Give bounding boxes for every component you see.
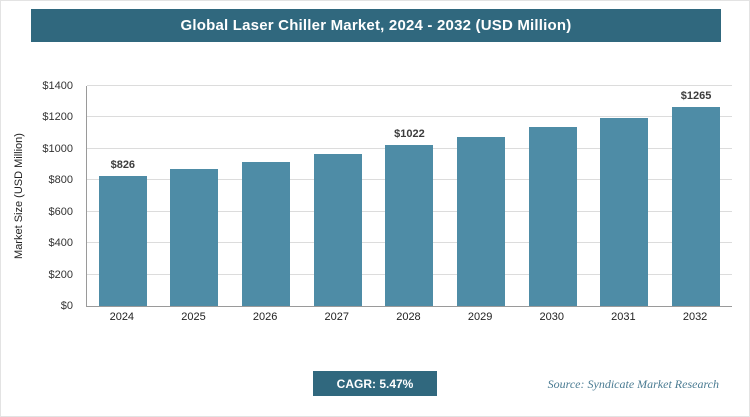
y-tick-label: $1400	[42, 80, 73, 92]
y-tick-label: $400	[48, 237, 73, 250]
bar-value-label: $826	[110, 159, 136, 172]
y-tick-label: $0	[60, 300, 73, 312]
y-axis-ticks: $0 $200 $400 $600 $800 $1000 $1200 $1400	[29, 80, 81, 312]
gridline	[87, 116, 732, 118]
bar-group	[594, 86, 654, 306]
chart-title: Global Laser Chiller Market, 2024 - 2032…	[180, 17, 572, 34]
bar	[528, 127, 577, 306]
x-tick-label: 2028	[396, 311, 421, 323]
x-axis-labels: 2024 2025 2026 2027 2028 2029 2030 2031 2032	[86, 311, 731, 323]
x-tick-label: 2030	[539, 311, 564, 323]
bar-value-label: $1265	[680, 90, 712, 103]
bar	[672, 107, 721, 306]
bar	[242, 161, 291, 306]
y-tick-label: $600	[48, 205, 73, 218]
x-tick-label: 2032	[682, 311, 708, 323]
bar-group	[451, 86, 511, 306]
y-tick-label: $1000	[42, 142, 73, 155]
x-tick-label: 2026	[252, 311, 278, 323]
bar	[98, 176, 147, 306]
bar-value-label: $1022	[394, 128, 425, 141]
bar-group	[164, 86, 224, 306]
bar	[457, 136, 506, 306]
source-text: Source: Syndicate Market Research	[547, 377, 719, 391]
cagr-badge: CAGR: 5.47%	[313, 371, 437, 396]
bar-group: $1022	[379, 86, 439, 306]
bar	[170, 169, 219, 306]
plot-area: $826 $1022 $1265	[86, 85, 732, 307]
bar-group	[236, 86, 296, 306]
y-tick-label: $800	[48, 174, 73, 187]
y-axis-title: Market Size (USD Million)	[13, 133, 25, 259]
x-tick-label: 2025	[181, 311, 206, 323]
gridline	[87, 85, 732, 86]
x-tick-label: 2027	[324, 311, 350, 323]
bar	[313, 153, 362, 306]
bar-group	[308, 86, 368, 306]
bar	[385, 145, 434, 306]
x-tick-label: 2024	[109, 311, 135, 323]
chart-title-bar: Global Laser Chiller Market, 2024 - 2032…	[31, 9, 721, 42]
y-tick-label: $200	[48, 268, 73, 281]
x-tick-label: 2031	[611, 311, 636, 323]
bar-group: $826	[93, 86, 153, 306]
bar-group	[523, 86, 583, 306]
bar	[600, 117, 649, 306]
y-tick-label: $1200	[42, 111, 73, 124]
bar-group: $1265	[666, 86, 726, 306]
x-tick-label: 2029	[467, 311, 493, 323]
